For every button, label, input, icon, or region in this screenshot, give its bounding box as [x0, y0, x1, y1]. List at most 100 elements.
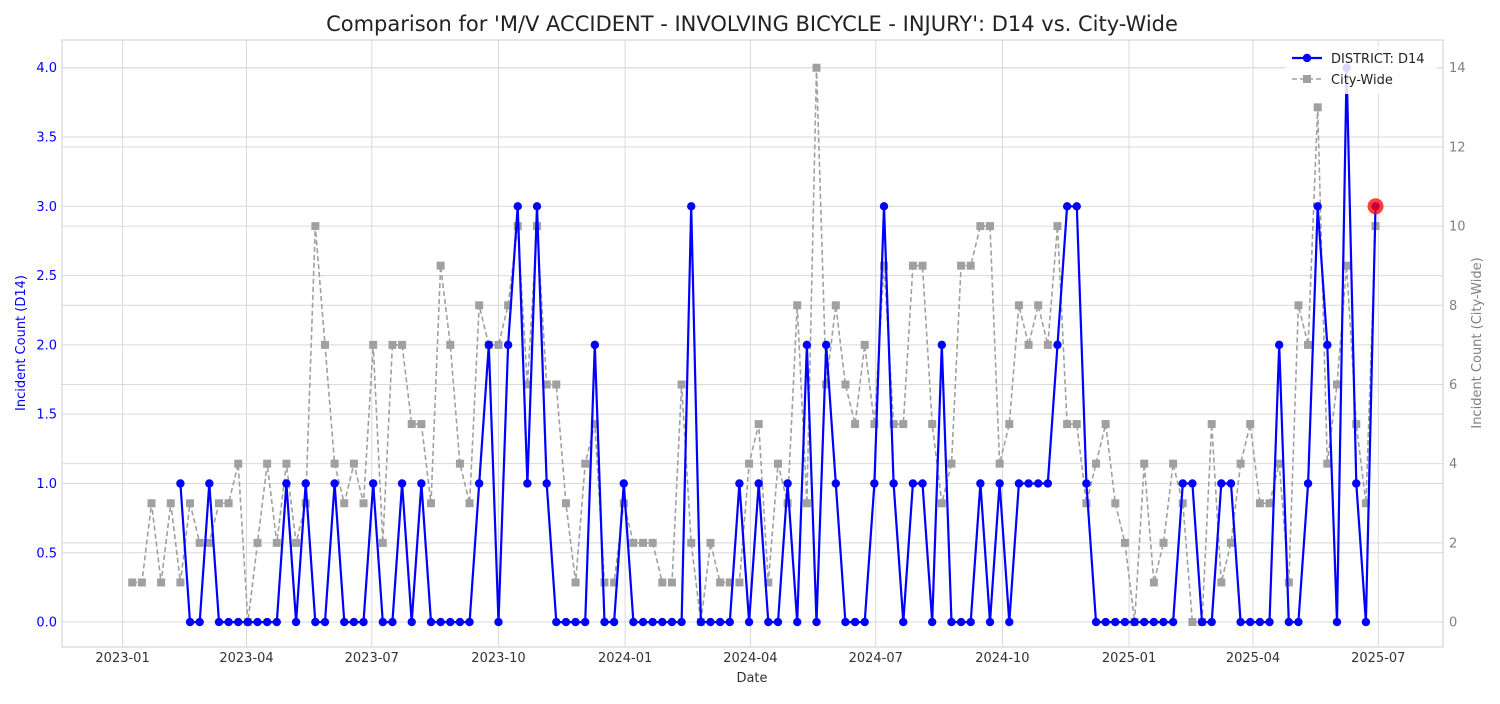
district-point	[899, 617, 908, 627]
district-point	[1361, 617, 1371, 627]
district-point	[600, 617, 609, 627]
city-wide-point	[1332, 380, 1341, 389]
city-wide-point	[1304, 340, 1313, 349]
district-point	[407, 617, 416, 627]
city-wide-point	[292, 538, 301, 547]
city-wide-point	[1352, 420, 1361, 429]
district-point	[205, 479, 214, 488]
district-point	[359, 617, 368, 627]
city-wide-point	[523, 380, 532, 389]
city-wide-point	[639, 538, 648, 547]
district-point	[253, 617, 262, 627]
district-point	[571, 617, 580, 627]
district-point	[821, 340, 831, 350]
y-left-tick-label: 3.0	[36, 200, 57, 215]
district-point	[889, 479, 898, 488]
city-wide-point	[436, 261, 445, 270]
city-wide-point	[205, 538, 214, 547]
city-wide-point	[928, 420, 937, 429]
city-wide-point	[1024, 340, 1033, 349]
city-wide-point	[494, 340, 503, 349]
x-tick-label: 2023-07	[345, 651, 399, 666]
city-wide-point	[166, 499, 175, 508]
district-point	[1101, 617, 1110, 627]
x-tick-label: 2023-10	[471, 651, 525, 666]
district-point	[417, 479, 426, 488]
district-point	[1265, 617, 1274, 627]
y-left-tick-label: 1.0	[36, 477, 57, 492]
city-wide-point	[475, 301, 484, 310]
city-wide-point	[754, 420, 763, 429]
district-point	[706, 617, 715, 627]
city-wide-point	[128, 578, 137, 587]
city-wide-point	[851, 420, 860, 429]
district-point	[494, 617, 503, 627]
district-point	[291, 617, 301, 627]
series	[128, 63, 1384, 627]
city-wide-point	[986, 222, 995, 231]
district-point	[1178, 479, 1187, 488]
district-point	[513, 202, 522, 211]
city-wide-point	[1063, 420, 1072, 429]
city-wide-point	[1275, 459, 1284, 468]
city-wide-point	[899, 420, 908, 429]
district-point	[484, 340, 494, 350]
city-wide-point	[1342, 261, 1351, 270]
city-wide-point	[1178, 499, 1187, 508]
district-point	[1188, 479, 1197, 488]
district-point	[349, 617, 359, 627]
district-point	[282, 479, 291, 488]
district-point	[446, 617, 455, 627]
city-wide-point	[773, 459, 782, 468]
x-tick-label: 2024-04	[723, 651, 777, 666]
city-wide-point	[610, 578, 619, 587]
city-wide-point	[301, 499, 310, 508]
city-wide-point	[214, 499, 223, 508]
district-point	[1352, 479, 1361, 488]
city-wide-point	[561, 499, 570, 508]
district-point	[1246, 617, 1255, 627]
chart-title: Comparison for 'M/V ACCIDENT - INVOLVING…	[326, 12, 1178, 36]
city-wide-point	[1236, 459, 1245, 468]
district-point	[860, 617, 869, 627]
district-point	[687, 202, 696, 211]
y-right-tick-label: 2	[1449, 536, 1457, 551]
district-point	[234, 617, 243, 627]
city-wide-point	[870, 420, 879, 429]
city-wide-point	[542, 380, 551, 389]
city-wide-point	[937, 499, 946, 508]
district-point	[783, 479, 792, 488]
district-point	[1072, 202, 1081, 211]
city-wide-point	[224, 499, 233, 508]
district-point	[927, 617, 937, 627]
city-wide-point	[706, 538, 715, 547]
city-wide-point	[629, 538, 638, 547]
city-wide-point	[667, 578, 676, 587]
city-wide-point	[378, 538, 387, 547]
city-wide-point	[619, 499, 628, 508]
city-wide-point	[957, 261, 966, 270]
district-point	[311, 617, 320, 627]
city-wide-point	[1265, 499, 1274, 508]
district-point	[397, 479, 407, 488]
city-wide-point	[1169, 459, 1178, 468]
city-wide-point	[571, 578, 580, 587]
district-point	[1159, 617, 1168, 627]
city-wide-point	[186, 499, 195, 508]
district-point	[870, 479, 879, 488]
city-wide-point	[879, 261, 888, 270]
district-point	[455, 617, 465, 627]
district-point	[1062, 202, 1072, 211]
city-wide-point	[716, 578, 725, 587]
district-point	[1294, 617, 1303, 627]
legend-city-marker	[1303, 75, 1311, 83]
district-point	[542, 479, 551, 488]
district-point	[773, 617, 783, 627]
city-wide-point	[1043, 340, 1052, 349]
city-wide-point	[658, 578, 667, 587]
x-tick-label: 2024-01	[598, 651, 652, 666]
x-tick-label: 2023-04	[219, 651, 273, 666]
district-point	[908, 479, 918, 488]
city-wide-point	[369, 340, 378, 349]
city-wide-point	[320, 340, 329, 349]
